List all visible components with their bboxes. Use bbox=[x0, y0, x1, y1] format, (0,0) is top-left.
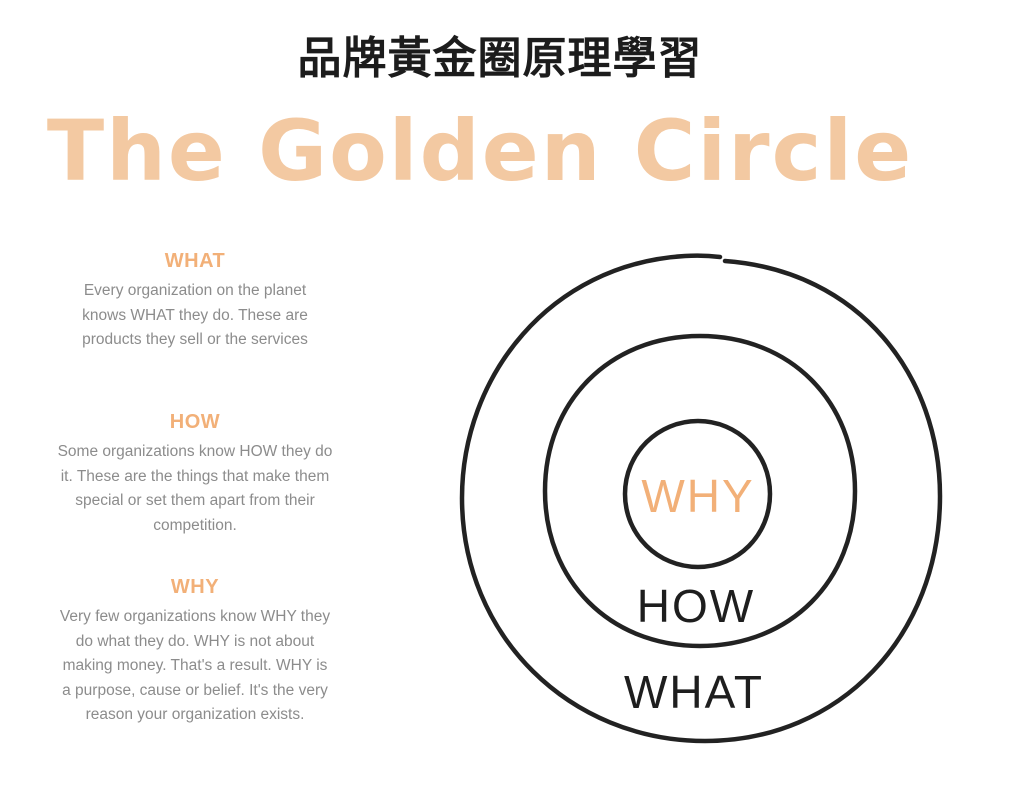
how-description: Some organizations know HOW they do it. … bbox=[57, 443, 333, 534]
inner-label-why: WHY bbox=[641, 470, 754, 522]
what-description: Every organization on the planet knows W… bbox=[82, 282, 308, 348]
page-title: 品牌黃金圈原理學習 bbox=[297, 33, 703, 84]
how-heading: HOW bbox=[169, 411, 221, 433]
middle-circle-how bbox=[542, 333, 858, 649]
why-heading: WHY bbox=[170, 576, 220, 598]
outer-circle-what bbox=[459, 253, 943, 744]
middle-label-how: HOW bbox=[637, 580, 755, 632]
what-section: WHAT Every organization on the planet kn… bbox=[50, 250, 340, 353]
golden-circle-diagram: WHY HOW WHAT bbox=[459, 253, 943, 744]
why-section: WHY Very few organizations know WHY they… bbox=[50, 576, 340, 728]
how-section: HOW Some organizations know HOW they do … bbox=[50, 411, 340, 538]
outer-label-what: WHAT bbox=[624, 666, 764, 718]
what-heading: WHAT bbox=[164, 250, 226, 272]
inner-circle-why bbox=[622, 418, 773, 570]
golden-circle-banner: The Golden Circle bbox=[46, 102, 914, 200]
why-description: Very few organizations know WHY they do … bbox=[59, 608, 331, 723]
